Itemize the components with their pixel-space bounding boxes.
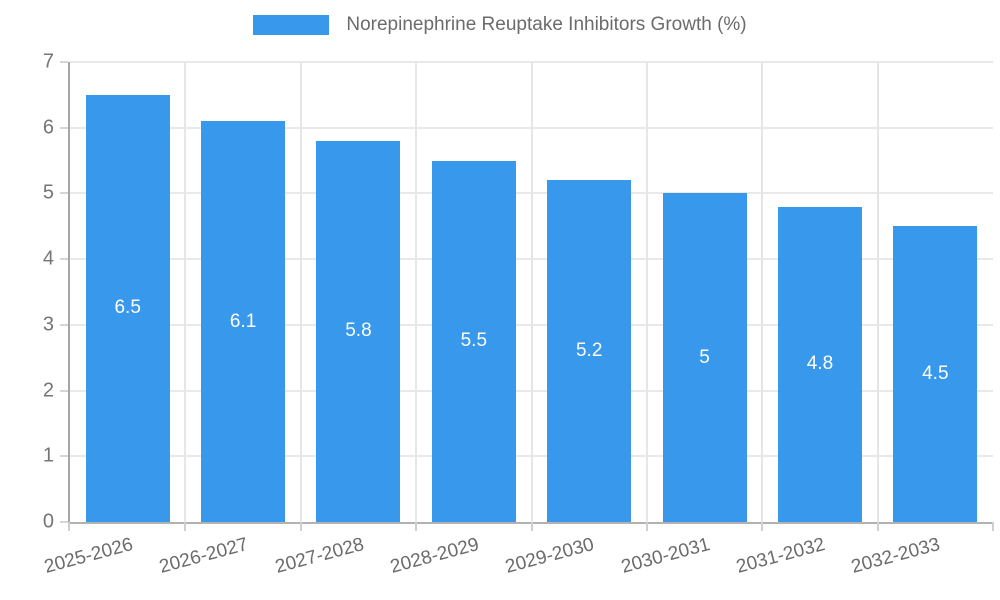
bar-value-label: 5 [699, 346, 710, 368]
bar-2031-2032[interactable]: 4.8 [777, 206, 862, 522]
x-tick-1 [184, 522, 187, 531]
bar-2028-2029[interactable]: 5.5 [431, 160, 516, 522]
x-tick-2 [299, 522, 302, 531]
y-tick-5 [60, 192, 68, 195]
bar-2025-2026[interactable]: 6.5 [85, 94, 170, 522]
chart-legend: Norepinephrine Reuptake Inhibitors Growt… [0, 14, 1000, 36]
y-tick-2 [60, 389, 68, 392]
bar-2026-2027[interactable]: 6.1 [201, 121, 286, 522]
gridline-x-3 [415, 62, 418, 522]
legend-label: Norepinephrine Reuptake Inhibitors Growt… [346, 14, 747, 35]
y-tick-3 [60, 323, 68, 326]
y-axis-tick-label: 1 [42, 444, 54, 467]
gridline-x-6 [761, 62, 764, 522]
y-axis-tick-label: 7 [42, 50, 54, 73]
x-axis-labels: 2025-2026 2026-2027 2027-2028 2028-2029 2029… [0, 524, 1000, 600]
bar-value-label: 5.2 [575, 340, 603, 362]
y-axis-tick-label: 6 [42, 116, 54, 139]
x-tick-7 [876, 522, 879, 531]
y-tick-6 [60, 126, 68, 129]
bar-2029-2030[interactable]: 5.2 [547, 180, 632, 522]
x-tick-5 [645, 522, 648, 531]
gridline-x-5 [645, 62, 648, 522]
gridline-x-7 [876, 62, 879, 522]
y-axis-tick-label: 3 [42, 313, 54, 336]
bar-value-label: 4.5 [922, 363, 949, 385]
x-tick-0 [68, 522, 70, 531]
y-tick-0 [60, 521, 68, 523]
bar-value-label: 5.8 [345, 320, 372, 342]
gridline-x-1 [184, 62, 187, 522]
x-axis-tick-label: 2032-2033 [849, 534, 943, 578]
x-axis-tick-label: 2029-2030 [503, 534, 597, 578]
x-axis-tick-label: 2031-2032 [734, 534, 828, 578]
y-tick-1 [60, 455, 68, 458]
y-axis-tick-label: 4 [42, 247, 54, 270]
gridline-x-4 [530, 62, 533, 522]
x-tick-8 [992, 522, 994, 531]
plot-area: 6.5 6.1 5.8 5.5 5.2 5 4.8 4.5 [60, 61, 994, 531]
bar-value-label: 4.8 [806, 353, 834, 375]
bar-value-label: 5.5 [460, 330, 488, 352]
bar-value-label: 6.1 [229, 310, 257, 332]
x-axis-tick-label: 2030-2031 [618, 534, 712, 578]
y-tick-7 [60, 61, 68, 63]
legend-item[interactable]: Norepinephrine Reuptake Inhibitors Growt… [253, 14, 747, 36]
x-tick-4 [530, 522, 533, 531]
bar-2032-2033[interactable]: 4.5 [893, 226, 978, 522]
y-axis-tick-label: 0 [42, 510, 54, 533]
legend-swatch [253, 15, 330, 35]
x-axis-tick-label: 2028-2029 [388, 534, 482, 578]
bar-2030-2031[interactable]: 5 [662, 193, 747, 522]
gridline-x-2 [299, 62, 302, 522]
x-tick-6 [761, 522, 764, 531]
x-axis-tick-label: 2026-2027 [157, 534, 251, 578]
y-axis-tick-label: 5 [42, 181, 54, 204]
x-axis-tick-label: 2025-2026 [41, 534, 136, 578]
y-axis-tick-label: 2 [42, 379, 54, 402]
x-tick-3 [415, 522, 418, 531]
bar-value-label: 6.5 [114, 297, 141, 319]
y-tick-4 [60, 258, 68, 261]
bar-2027-2028[interactable]: 5.8 [316, 140, 401, 522]
y-axis-labels: 0 1 2 3 4 5 6 7 [0, 51, 54, 533]
x-axis-tick-label: 2027-2028 [272, 534, 366, 578]
